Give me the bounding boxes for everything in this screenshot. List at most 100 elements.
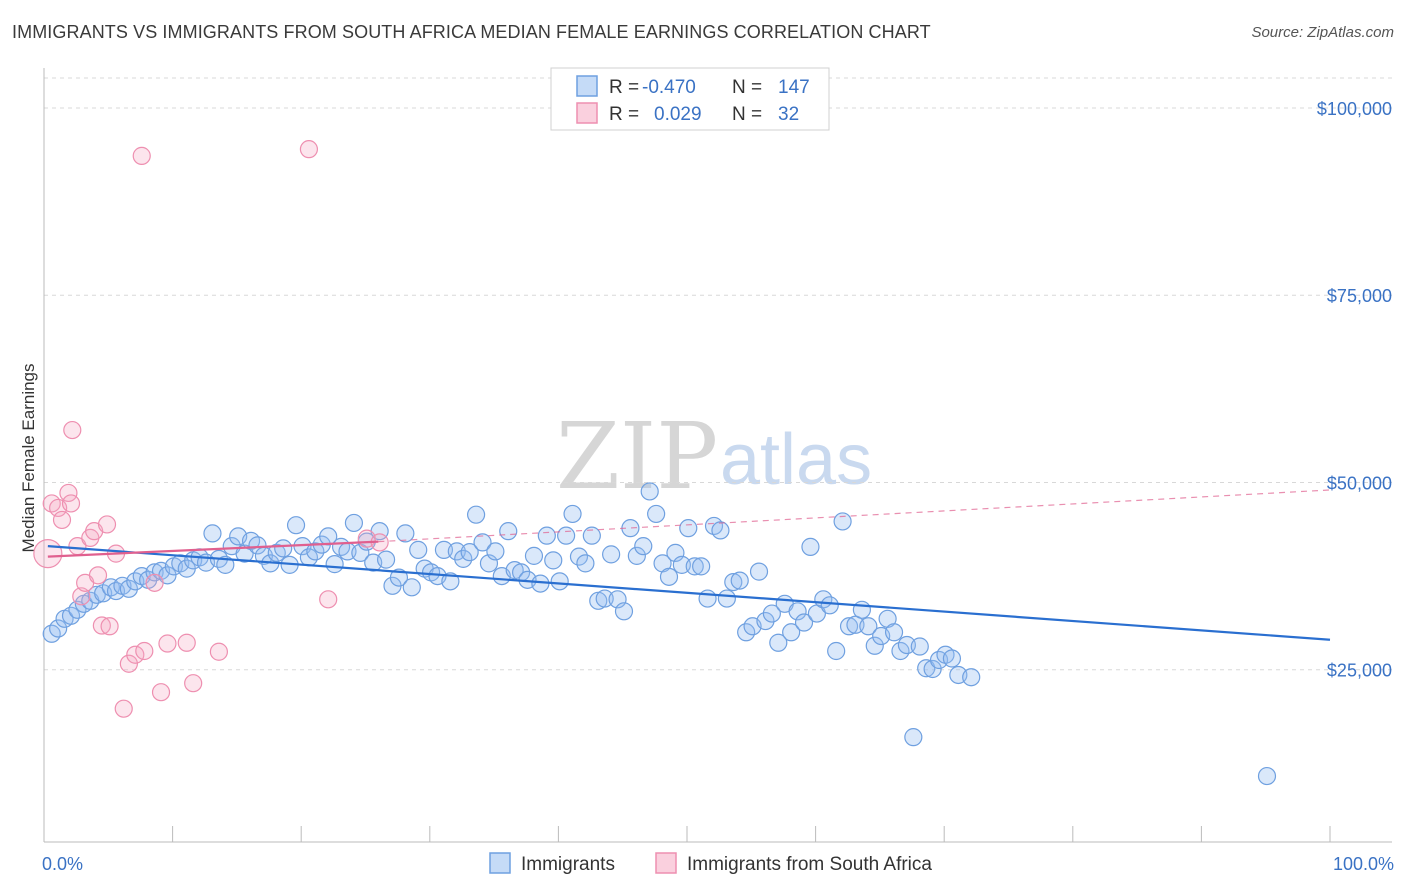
point-immigrants	[325, 555, 344, 574]
point-south-africa	[135, 641, 154, 661]
point-immigrants	[942, 649, 962, 668]
point-immigrants	[852, 600, 871, 619]
x-tick-label-max: 100.0%	[1333, 854, 1394, 874]
point-south-africa	[184, 674, 203, 693]
point-immigrants	[865, 636, 884, 655]
legend-r-value-1: -0.470	[642, 77, 696, 98]
point-immigrants	[647, 504, 666, 524]
point-south-africa	[119, 654, 138, 673]
point-south-africa	[177, 633, 196, 652]
point-immigrants	[582, 526, 601, 545]
legend-n-label-2: N =	[732, 104, 762, 125]
point-immigrants	[904, 728, 923, 747]
point-immigrants	[396, 524, 415, 543]
point-immigrants	[717, 589, 736, 608]
point-immigrants	[1257, 766, 1277, 786]
point-immigrants	[692, 557, 711, 576]
bottom-legend: Immigrants Immigrants from South Africa	[489, 852, 932, 875]
point-immigrants	[274, 539, 293, 558]
top-legend: R = -0.470 N = 147 R = 0.029 N = 32	[550, 67, 830, 131]
point-immigrants	[454, 549, 473, 568]
point-south-africa	[52, 510, 72, 530]
point-immigrants	[460, 543, 479, 562]
point-immigrants	[762, 604, 781, 623]
point-south-africa	[158, 634, 177, 653]
point-immigrants	[910, 637, 929, 656]
point-immigrants	[788, 602, 807, 621]
axes	[43, 68, 1392, 843]
legend-r-label-2: R =	[609, 104, 639, 125]
bottom-legend-label-immigrants: Immigrants	[521, 854, 615, 875]
trend-lines	[47, 489, 1331, 641]
y-tick-label: $100,000	[1317, 99, 1392, 119]
tick-labels: $25,000 $50,000 $75,000 $100,000 0.0% 100.0%	[42, 99, 1394, 874]
point-immigrants	[962, 668, 981, 687]
point-immigrants	[544, 551, 563, 570]
point-immigrants	[730, 571, 749, 590]
legend-r-value-2: 0.029	[654, 104, 702, 125]
point-immigrants	[286, 516, 306, 535]
point-immigrants	[563, 504, 582, 524]
point-immigrants	[640, 482, 659, 501]
y-tick-label: $25,000	[1327, 661, 1392, 681]
point-immigrants	[441, 572, 460, 591]
source-credit: Source: ZipAtlas.com	[1251, 24, 1394, 41]
point-south-africa	[72, 587, 91, 606]
point-south-africa	[92, 616, 111, 635]
series-immigrants-points	[42, 482, 1277, 786]
point-immigrants	[557, 526, 576, 545]
point-immigrants	[859, 617, 878, 636]
point-immigrants	[550, 572, 569, 591]
point-south-africa	[126, 645, 145, 664]
trend-line-immigrants	[47, 545, 1331, 641]
bottom-legend-swatch-south-africa	[655, 852, 677, 874]
grid-lines	[44, 77, 1392, 671]
point-immigrants	[749, 562, 769, 581]
point-immigrants	[801, 537, 820, 556]
point-immigrants	[833, 512, 852, 531]
point-immigrants	[820, 596, 839, 615]
point-immigrants	[711, 521, 730, 540]
legend-n-value-2: 32	[778, 104, 799, 125]
point-south-africa	[97, 515, 117, 534]
trend-line-south-africa-extension	[378, 489, 1331, 543]
point-immigrants	[216, 555, 235, 574]
point-immigrants	[602, 545, 621, 564]
point-south-africa	[88, 566, 108, 585]
point-immigrants	[306, 542, 325, 561]
point-immigrants	[917, 659, 936, 678]
point-immigrants	[923, 659, 942, 679]
point-immigrants	[614, 602, 634, 621]
point-immigrants	[49, 619, 68, 638]
legend-swatch-immigrants	[576, 75, 598, 97]
point-immigrants	[769, 633, 788, 652]
point-immigrants	[576, 554, 595, 573]
point-immigrants	[524, 546, 544, 565]
point-immigrants	[839, 617, 859, 636]
legend-n-value-1: 147	[778, 77, 810, 98]
point-south-africa	[132, 146, 151, 165]
point-south-africa	[145, 573, 164, 592]
point-immigrants	[659, 567, 679, 586]
point-immigrants	[537, 526, 556, 545]
point-immigrants	[569, 547, 589, 566]
point-immigrants	[827, 641, 846, 661]
point-immigrants	[409, 540, 428, 559]
point-immigrants	[447, 542, 466, 561]
point-south-africa	[319, 590, 338, 609]
legend-r-label-1: R =	[609, 77, 639, 98]
bottom-legend-swatch-immigrants	[489, 852, 511, 874]
point-south-africa	[61, 494, 81, 513]
point-immigrants	[389, 568, 409, 587]
watermark-atlas: atlas	[720, 420, 872, 500]
point-immigrants	[473, 533, 492, 552]
point-immigrants	[248, 536, 267, 555]
point-immigrants	[499, 522, 518, 541]
x-tick-label-min: 0.0%	[42, 854, 83, 874]
point-immigrants	[376, 550, 396, 569]
point-south-africa	[59, 483, 78, 503]
legend-swatch-south-africa	[576, 102, 598, 124]
point-immigrants	[87, 585, 106, 604]
point-immigrants	[486, 542, 505, 561]
